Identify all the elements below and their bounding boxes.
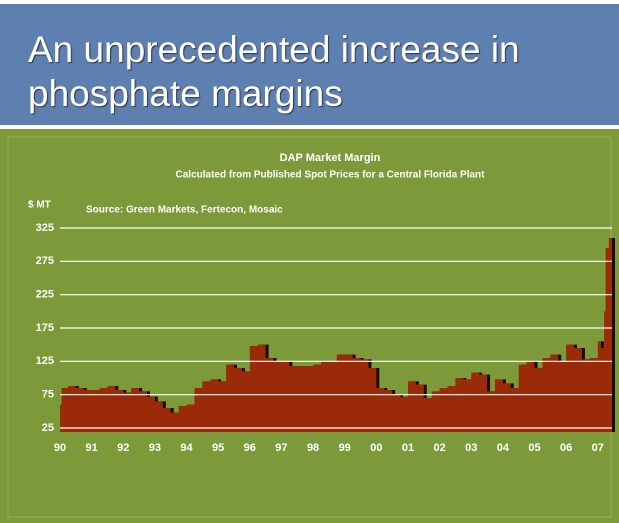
y-tick-label: 25 <box>42 422 54 434</box>
y-axis-label: $ MT <box>28 200 51 211</box>
y-tick-label: 175 <box>36 322 54 334</box>
chart-background <box>0 129 619 523</box>
y-tick-label: 225 <box>36 289 54 301</box>
y-tick-label: 75 <box>42 389 54 401</box>
header: An unprecedented increase in phosphate m… <box>0 4 619 125</box>
x-tick-label: 00 <box>370 442 382 454</box>
chart-title: DAP Market Margin <box>280 152 381 164</box>
y-tick-label: 125 <box>36 355 54 367</box>
x-tick-label: 93 <box>149 442 161 454</box>
x-tick-label: 01 <box>402 442 414 454</box>
x-tick-label: 99 <box>339 442 351 454</box>
x-tick-label: 91 <box>86 442 98 454</box>
y-tick-label: 275 <box>36 255 54 267</box>
x-tick-label: 06 <box>560 442 572 454</box>
x-tick-label: 94 <box>180 442 193 454</box>
x-tick-label: 07 <box>592 442 604 454</box>
x-tick-label: 95 <box>212 442 224 454</box>
x-tick-label: 05 <box>528 442 540 454</box>
x-tick-label: 92 <box>117 442 129 454</box>
area <box>60 238 612 432</box>
x-tick-label: 90 <box>54 442 66 454</box>
x-tick-label: 98 <box>307 442 319 454</box>
source-note: Source: Green Markets, Fertecon, Mosaic <box>86 205 283 216</box>
x-tick-label: 03 <box>465 442 477 454</box>
y-tick-label: 325 <box>36 222 54 234</box>
x-tick-label: 04 <box>497 442 510 454</box>
x-tick-label: 97 <box>275 442 287 454</box>
x-tick-label: 02 <box>433 442 445 454</box>
x-tick-label: 96 <box>244 442 256 454</box>
chart-subtitle: Calculated from Published Spot Prices fo… <box>176 170 486 181</box>
slide-title: An unprecedented increase in phosphate m… <box>28 29 520 114</box>
